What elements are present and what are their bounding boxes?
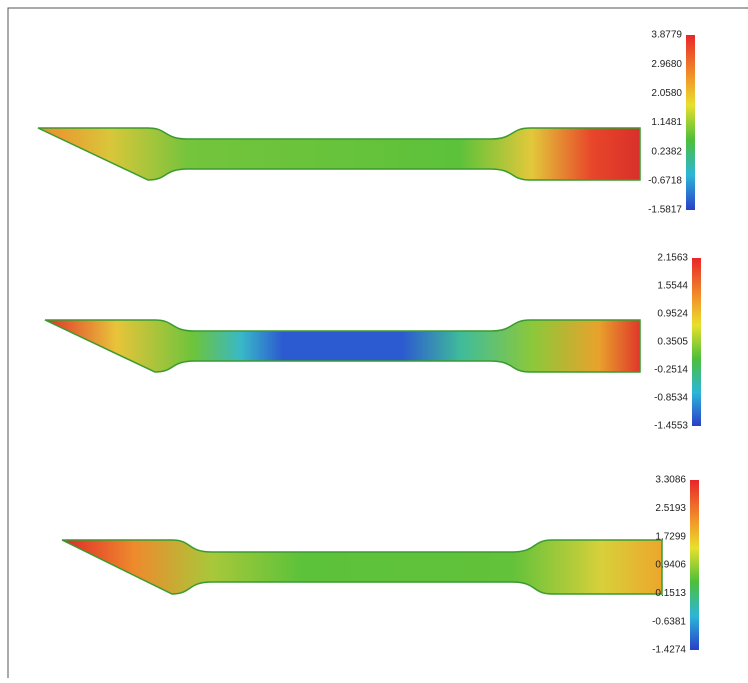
colorbar-tick-label: -0.2514 bbox=[654, 365, 688, 376]
colorbar-tick-label: 3.8779 bbox=[651, 30, 682, 41]
specimen bbox=[38, 128, 640, 180]
colorbar-tick-label: 2.1563 bbox=[657, 253, 688, 264]
colorbar-tick-label: -1.5817 bbox=[648, 205, 682, 216]
colorbar-tick-label: 3.3086 bbox=[655, 475, 686, 486]
colorbar-tick-label: -0.8534 bbox=[654, 393, 688, 404]
colorbar-tick-label: 2.9680 bbox=[651, 59, 682, 70]
colorbar-tick-label: 1.7299 bbox=[655, 531, 686, 542]
colorbar-tick-label: -0.6381 bbox=[652, 616, 686, 627]
specimen bbox=[62, 540, 662, 594]
figure: 3.8779 2.9680 2.0580 1.1481 0.2382 -0.6718 -1.… bbox=[0, 0, 748, 678]
colorbar-tick-label: 0.3505 bbox=[657, 337, 688, 348]
colorbar-tick-label: 0.9524 bbox=[657, 309, 688, 320]
colorbar-tick-label: -1.4553 bbox=[654, 421, 688, 432]
colorbar-tick-label: 0.2382 bbox=[651, 146, 682, 157]
colorbar-tick-label: 0.1513 bbox=[655, 588, 686, 599]
specimen bbox=[45, 320, 640, 372]
colorbar-tick-label: 1.5544 bbox=[657, 281, 688, 292]
colorbar bbox=[692, 258, 701, 426]
colorbar-tick-label: 1.1481 bbox=[651, 117, 682, 128]
colorbar bbox=[686, 35, 695, 210]
colorbar-tick-label: -1.4274 bbox=[652, 645, 686, 656]
colorbar-tick-label: -0.6718 bbox=[648, 175, 682, 186]
colorbar-tick-label: 2.0580 bbox=[651, 88, 682, 99]
colorbar-tick-label: 0.9406 bbox=[655, 560, 686, 571]
colorbar-tick-label: 2.5193 bbox=[655, 503, 686, 514]
colorbar bbox=[690, 480, 699, 650]
